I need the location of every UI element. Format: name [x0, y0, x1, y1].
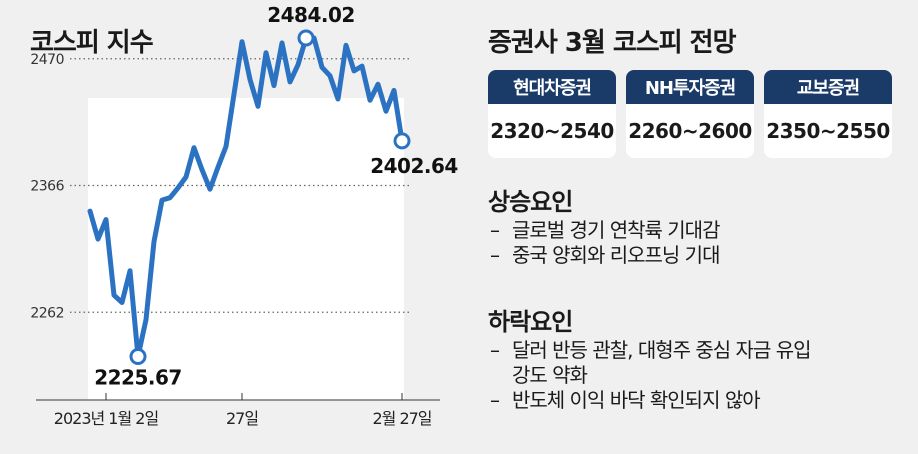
bullish-factors-list: – 글로벌 경기 연착륙 기대감 – 중국 양회와 리오프닝 기대 — [490, 218, 720, 268]
list-item: – 달러 반등 관찰, 대형주 중심 자금 유입 강도 약화 — [490, 338, 830, 388]
dash-bullet: – — [490, 218, 500, 242]
kospi-series-line — [87, 35, 405, 359]
data-label: 2402.64 — [370, 154, 458, 178]
bearish-factors-list: – 달러 반등 관찰, 대형주 중심 자금 유입 강도 약화 – 반도체 이익 바닥… — [490, 338, 830, 413]
y-tick-label: 2470 — [30, 52, 64, 68]
list-item-text: 중국 양회와 리오프닝 기대 — [512, 243, 720, 267]
x-tick-label: 2월 27일 — [372, 409, 431, 428]
bearish-factors-title: 하락요인 — [488, 308, 573, 336]
min-point-marker — [129, 348, 147, 366]
broker-forecast-range: 2320~2540 — [488, 104, 616, 158]
broker-card-nh: NH투자증권 2260~2600 — [626, 70, 754, 158]
x-tick-label: 2023년 1월 2일 — [54, 409, 159, 428]
list-item-text: 달러 반등 관찰, 대형주 중심 자금 유입 강도 약화 — [512, 338, 812, 387]
dash-bullet: – — [490, 243, 500, 267]
broker-forecast-range: 2260~2600 — [626, 104, 754, 158]
broker-forecast-range: 2350~2550 — [764, 104, 892, 158]
broker-cards: 현대차증권 2320~2540 NH투자증권 2260~2600 교보증권 23… — [488, 70, 892, 158]
dash-bullet: – — [490, 388, 500, 412]
list-item: – 반도체 이익 바닥 확인되지 않아 — [490, 388, 830, 413]
y-tick-label: 2366 — [30, 179, 64, 195]
gridlines: 2262 2366 2470 — [30, 52, 410, 321]
broker-name: NH투자증권 — [626, 70, 754, 104]
x-tick-label: 27일 — [226, 409, 258, 428]
data-labels: 2225.67 2484.02 2402.64 — [94, 3, 458, 389]
data-label: 2225.67 — [94, 366, 182, 390]
max-point-marker — [297, 29, 315, 47]
bullish-factors-title: 상승요인 — [488, 188, 573, 216]
list-item: – 글로벌 경기 연착륙 기대감 — [490, 218, 720, 243]
forecast-panel: 증권사 3월 코스피 전망 현대차증권 2320~2540 NH투자증권 226… — [488, 0, 908, 454]
chart-title: 코스피 지수 — [30, 28, 154, 58]
list-item: – 중국 양회와 리오프닝 기대 — [490, 243, 720, 268]
dash-bullet: – — [490, 338, 500, 362]
broker-name: 현대차증권 — [488, 70, 616, 104]
last-point-marker — [393, 132, 411, 150]
list-item-text: 글로벌 경기 연착륙 기대감 — [512, 218, 720, 242]
x-axis-ticks: 2023년 1월 2일 27일 2월 27일 — [54, 393, 433, 428]
series-line-group — [87, 29, 411, 366]
broker-card-hyundai: 현대차증권 2320~2540 — [488, 70, 616, 158]
data-label: 2484.02 — [267, 3, 355, 27]
y-tick-label: 2262 — [30, 305, 64, 321]
broker-card-kyobo: 교보증권 2350~2550 — [764, 70, 892, 158]
list-item-text: 반도체 이익 바닥 확인되지 않아 — [512, 388, 761, 412]
panel-title: 증권사 3월 코스피 전망 — [488, 28, 737, 58]
broker-name: 교보증권 — [764, 70, 892, 104]
